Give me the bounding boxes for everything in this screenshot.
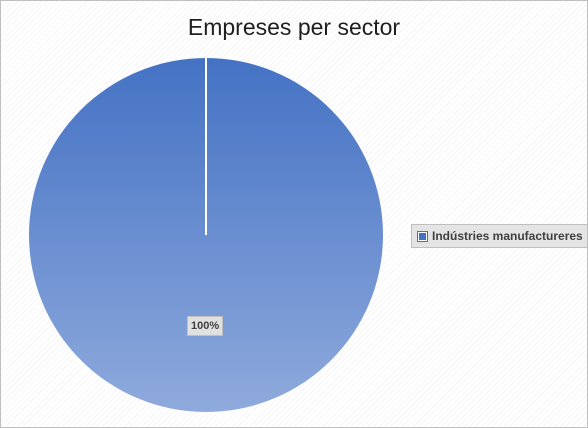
legend-entry-label: Indústries manufactureres [432,229,583,243]
legend: Indústries manufactureres [411,224,587,248]
chart-title: Empreses per sector [187,14,401,40]
legend-swatch-icon [417,230,428,242]
data-label-slice-0: 100% [187,316,224,336]
